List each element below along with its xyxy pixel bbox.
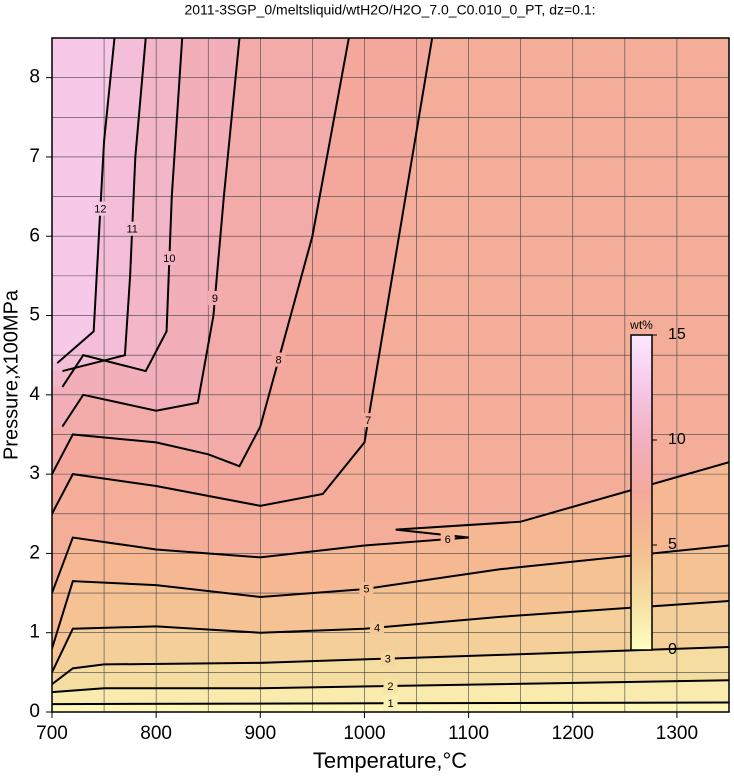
y-tick-label: 0	[29, 701, 40, 722]
contour-line	[56, 38, 116, 364]
contour-label-bg	[162, 251, 177, 266]
colorbar-tick-label: 5	[668, 536, 677, 553]
y-tick-label: 8	[29, 67, 40, 88]
contour-label: 10	[163, 253, 175, 265]
contour-label-bg	[125, 221, 140, 236]
plot-frame	[51, 37, 730, 713]
contour-label: 5	[363, 584, 369, 596]
contour-label: 7	[365, 415, 371, 427]
contour-label-bg	[383, 679, 398, 694]
x-tick-label: 900	[244, 723, 276, 744]
colorbar-title: wt%	[629, 318, 653, 332]
axes: 700 800 900 1000 1100 1200 1300012345678wt%051…	[29, 37, 730, 744]
contour-label-bg	[383, 696, 398, 711]
contour-label: 9	[212, 293, 218, 305]
y-tick-label: 7	[29, 146, 40, 167]
contour-line	[52, 38, 350, 475]
y-tick-label: 1	[29, 622, 40, 643]
contour-line	[52, 544, 729, 649]
contour-label-bg	[93, 201, 108, 216]
contour-label: 3	[385, 654, 391, 666]
x-axis-label: Temperature,°C	[313, 748, 467, 773]
colorbar-tick-label: 10	[668, 431, 686, 448]
contour-label: 1	[387, 698, 393, 710]
colorbar-tick-label: 15	[668, 326, 686, 343]
contour-line	[52, 38, 434, 515]
contour-label-bg	[380, 651, 395, 666]
colorbar-tick-label: 0	[668, 641, 677, 658]
x-tick-label: 1200	[552, 723, 594, 744]
contour-label: 8	[276, 355, 282, 367]
contour-label-bg	[370, 620, 385, 635]
contour-label-bg	[359, 581, 374, 596]
contour-label-bg	[271, 352, 286, 367]
contour-label: 12	[94, 204, 106, 216]
contour-label: 6	[445, 534, 451, 546]
contour-label-bg	[207, 291, 222, 306]
contour-label: 4	[374, 623, 380, 635]
contour-fill	[52, 38, 115, 364]
x-tick-label: 1000	[343, 723, 385, 744]
x-tick-label: 800	[140, 723, 172, 744]
y-tick-label: 2	[29, 542, 40, 563]
contour-line	[52, 461, 729, 594]
contour-label-bg	[440, 532, 455, 547]
contour-line	[52, 645, 729, 686]
contour-line	[52, 599, 729, 673]
contour-label: 11	[126, 224, 137, 236]
y-tick-label: 3	[29, 463, 40, 484]
x-tick-label: 700	[36, 723, 68, 744]
contour-line	[62, 38, 147, 373]
y-tick-label: 5	[29, 305, 40, 326]
contour-line	[52, 679, 729, 694]
y-axis-label: Pressure,x100MPa	[0, 289, 22, 460]
x-tick-label: 1100	[448, 723, 489, 744]
contour-label-bg	[361, 413, 376, 428]
x-tick-label: 1300	[656, 723, 698, 744]
colorbar	[630, 334, 653, 651]
chart-title: 2011-3SGP_0/meltsliquid/wtH2O/H2O_7.0_C0…	[184, 2, 595, 18]
contour-line	[61, 38, 184, 388]
contour-label: 2	[387, 681, 393, 693]
y-tick-label: 4	[29, 384, 40, 405]
contour-line	[61, 38, 241, 428]
y-tick-label: 6	[29, 225, 40, 246]
